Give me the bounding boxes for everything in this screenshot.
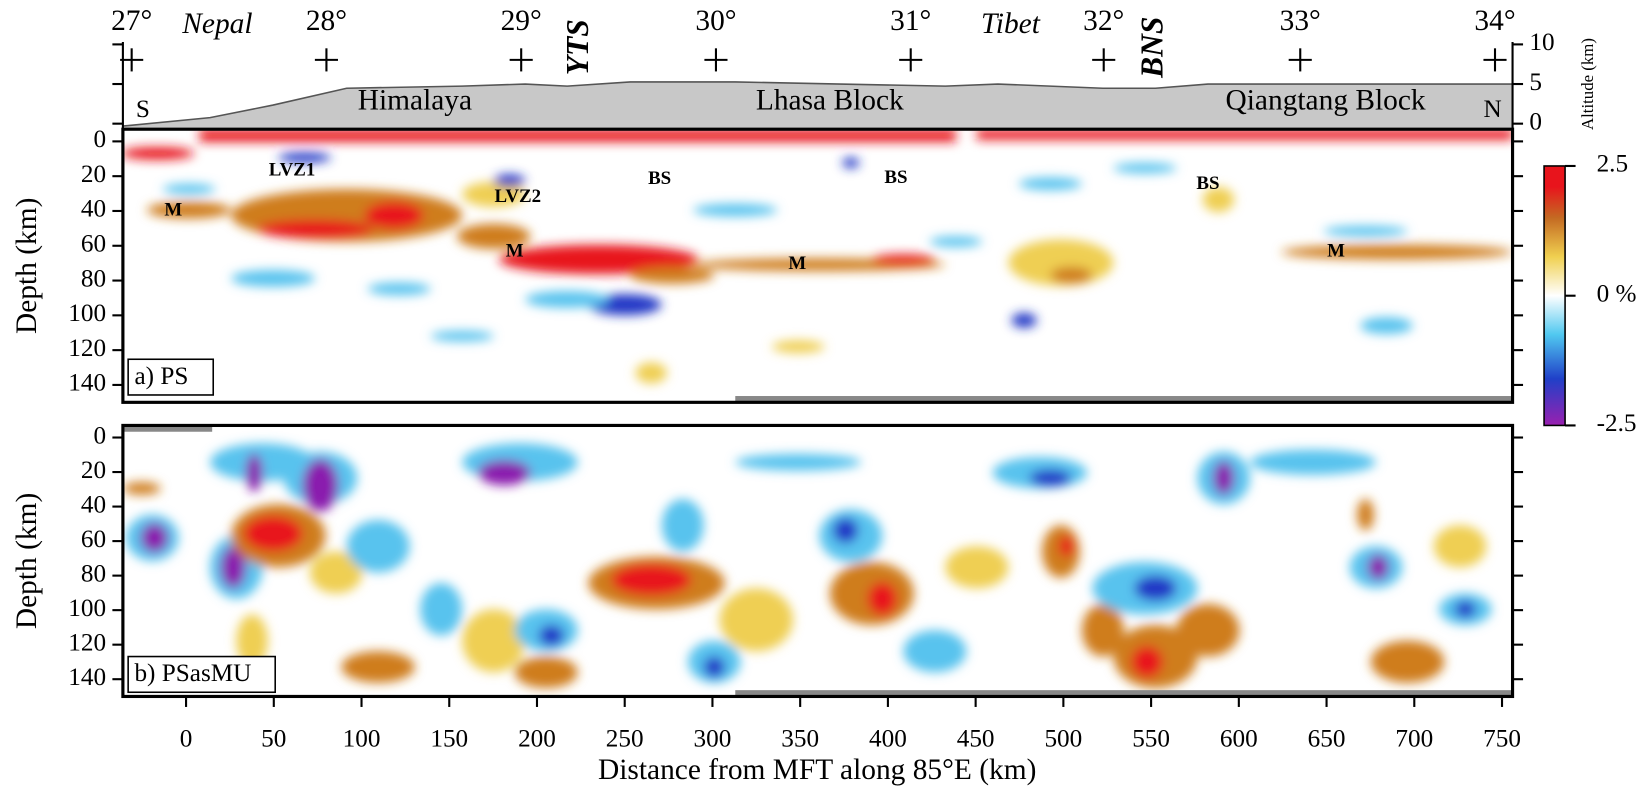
annotation: Himalaya — [358, 85, 472, 117]
annotation: Qiangtang Block — [1226, 85, 1426, 117]
x-tick-label: 400 — [869, 725, 907, 752]
annotation: S — [136, 96, 150, 123]
colorbar-tick-label: 2.5 — [1597, 151, 1629, 178]
y-tick-label: 100 — [68, 300, 106, 327]
annotation: M — [506, 240, 524, 261]
x-tick-label: 300 — [694, 725, 732, 752]
y-tick-label: 140 — [68, 370, 106, 397]
lat-tick-label: 27° — [111, 5, 152, 37]
y-tick-label: 120 — [68, 335, 106, 362]
x-tick-label: 100 — [343, 725, 381, 752]
panel-label-box — [127, 358, 215, 396]
colorbar-tick-label: -2.5 — [1597, 410, 1637, 437]
panel-a-image — [122, 129, 1513, 403]
y-tick-label: 60 — [81, 526, 106, 553]
x-tick-label: 350 — [781, 725, 819, 752]
x-tick-label: 200 — [518, 725, 556, 752]
x-tick-label: 500 — [1044, 725, 1082, 752]
lat-tick-label: 31° — [890, 5, 931, 37]
x-tick-label: 700 — [1395, 725, 1433, 752]
x-tick-label: 750 — [1483, 725, 1521, 752]
annotation: YTS — [560, 19, 595, 75]
x-tick-label: 150 — [430, 725, 468, 752]
y-tick-label: 5 — [1529, 69, 1542, 96]
panel-label: b) PSasMU — [134, 660, 251, 687]
y-tick-label: 0 — [93, 422, 106, 449]
annotation: BNS — [1135, 17, 1170, 79]
annotation: LVZ2 — [495, 186, 542, 207]
y-tick-label: 40 — [81, 196, 106, 223]
x-tick-label: 50 — [261, 725, 286, 752]
annotation: M — [788, 253, 806, 274]
topography — [122, 81, 1514, 130]
x-tick-label: 0 — [180, 725, 193, 752]
annotation: BS — [1196, 173, 1219, 194]
annotation: Tibet — [981, 8, 1041, 40]
y-tick-label: 20 — [81, 457, 106, 484]
colorbar-tick-label: 0 % — [1597, 280, 1637, 307]
y-tick-label: 0 — [1529, 108, 1542, 135]
y-tick-label: 80 — [81, 560, 106, 587]
y-tick-label: 140 — [68, 664, 106, 691]
lat-tick-label: 34° — [1474, 5, 1515, 37]
lat-tick-label: 28° — [306, 5, 347, 37]
x-tick-label: 600 — [1220, 725, 1258, 752]
altitude-axis-title: Altitude (km) — [1578, 38, 1597, 130]
lat-tick-label: 29° — [501, 5, 542, 37]
y-tick-label: 100 — [68, 595, 106, 622]
lat-tick-label: 30° — [695, 5, 736, 37]
panel-b-frame — [121, 423, 1515, 699]
annotation: M — [164, 199, 182, 220]
x-tick-label: 450 — [957, 725, 995, 752]
colorbar — [1543, 165, 1566, 427]
annotation: N — [1483, 96, 1501, 123]
lat-tick-label: 33° — [1280, 5, 1321, 37]
y-tick-label: 20 — [81, 161, 106, 188]
annotation: M — [1327, 240, 1345, 261]
y-tick-label: 120 — [68, 629, 106, 656]
panel-b-image — [122, 425, 1513, 697]
panel-a-frame — [121, 127, 1515, 404]
x-tick-label: 650 — [1308, 725, 1346, 752]
x-tick-label: 250 — [606, 725, 644, 752]
annotation: BS — [648, 168, 671, 189]
lat-tick-label: 32° — [1083, 5, 1124, 37]
y-tick-label: 40 — [81, 491, 106, 518]
annotation: LVZ1 — [269, 160, 316, 181]
x-axis-title: Distance from MFT along 85°E (km) — [598, 754, 1036, 786]
y-tick-label: 0 — [93, 126, 106, 153]
y-tick-label: 80 — [81, 265, 106, 292]
panel-label: a) PS — [134, 363, 188, 390]
y-tick-label: 60 — [81, 231, 106, 258]
y-axis-title: Depth (km) — [11, 493, 43, 629]
annotation: BS — [884, 167, 907, 188]
y-axis-title: Depth (km) — [11, 198, 43, 334]
x-tick-label: 550 — [1132, 725, 1170, 752]
annotation: Nepal — [181, 8, 252, 40]
annotation: Lhasa Block — [756, 85, 904, 117]
panel-label-box — [127, 655, 276, 694]
y-tick-label: 10 — [1529, 29, 1554, 56]
